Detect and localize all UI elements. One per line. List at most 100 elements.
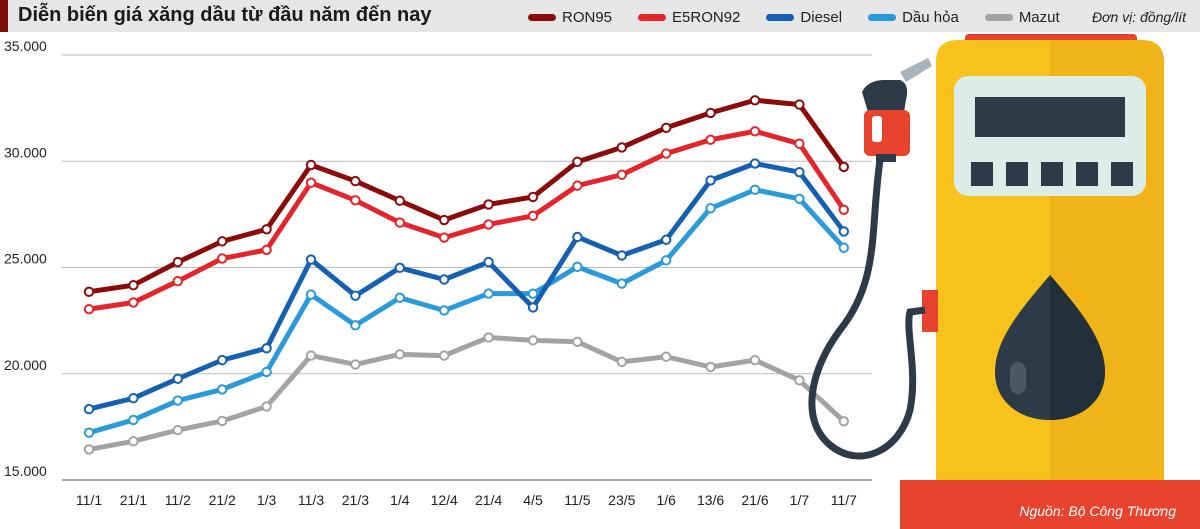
data-point-d-u-h-a: [128, 414, 139, 426]
legend-swatch-ron95: [528, 13, 556, 21]
x-tick-label: 21/3: [342, 492, 369, 508]
series-line-e5ron92: [86, 128, 847, 312]
data-point-diesel: [83, 403, 95, 415]
data-point-d-u-h-a: [483, 288, 494, 299]
data-point-diesel: [794, 166, 805, 178]
data-point-d-u-h-a: [261, 366, 272, 378]
unit-note: Đơn vị: đồng/lít: [1091, 9, 1186, 25]
data-point-ron95: [572, 156, 583, 168]
legend-label-mazut: Mazut: [1018, 8, 1060, 26]
legend-item-dau-hoa: Dầu hỏa: [868, 9, 959, 26]
series-line-mazut: [86, 334, 847, 452]
legend-swatch-diesel: [766, 13, 795, 21]
data-point-mazut: [705, 361, 716, 373]
data-point-diesel: [483, 256, 494, 268]
series-line-d-u-h-a: [86, 187, 847, 436]
data-point-mazut: [616, 356, 627, 368]
data-point-mazut: [794, 375, 805, 386]
source-note: Nguồn: Bộ Công Thương: [1019, 503, 1176, 519]
data-point-d-u-h-a: [305, 289, 317, 300]
data-point-ron95: [128, 279, 139, 291]
data-point-ron95: [705, 107, 716, 119]
data-point-mazut: [527, 335, 539, 346]
x-tick-label: 11/7: [831, 492, 857, 508]
data-point-ron95: [172, 256, 184, 268]
data-point-mazut: [394, 349, 405, 360]
legend-label-ron95: RON95: [562, 8, 613, 26]
data-point-diesel: [305, 254, 317, 265]
data-point-ron95: [616, 142, 627, 153]
legend-swatch-e5ron92: [638, 13, 667, 21]
x-tick-label: 21/1: [120, 492, 147, 508]
data-point-d-u-h-a: [572, 261, 583, 273]
legend-item-mazut: Mazut: [984, 8, 1060, 26]
data-point-diesel: [749, 158, 761, 169]
x-tick-label: 11/1: [76, 492, 102, 508]
data-point-e5ron92: [483, 219, 494, 230]
data-point-ron95: [217, 236, 228, 247]
series-line-diesel: [86, 161, 847, 412]
data-point-ron95: [661, 122, 672, 133]
data-point-mazut: [572, 336, 583, 347]
data-point-d-u-h-a: [705, 203, 716, 214]
data-point-mazut: [439, 350, 450, 361]
data-point-diesel: [527, 302, 539, 313]
y-tick-label: 30.000: [4, 144, 47, 160]
data-point-e5ron92: [838, 204, 849, 215]
x-tick-label: 1/7: [790, 492, 810, 508]
data-point-ron95: [83, 286, 95, 297]
data-point-mazut: [83, 444, 95, 455]
legend-item-ron95: RON95: [528, 9, 612, 26]
data-point-e5ron92: [128, 297, 139, 308]
data-point-mazut: [483, 332, 494, 343]
data-point-ron95: [838, 161, 849, 173]
data-point-e5ron92: [616, 169, 627, 180]
data-point-diesel: [172, 373, 184, 384]
data-point-ron95: [483, 199, 494, 210]
data-point-e5ron92: [794, 138, 805, 149]
data-point-e5ron92: [394, 217, 405, 228]
data-point-mazut: [172, 424, 184, 436]
data-point-ron95: [394, 195, 405, 206]
data-point-d-u-h-a: [217, 384, 228, 395]
x-tick-label: 1/4: [390, 492, 410, 508]
data-point-e5ron92: [305, 177, 317, 188]
data-point-d-u-h-a: [83, 427, 95, 438]
data-point-e5ron92: [217, 253, 228, 264]
y-tick-label: 20.000: [4, 357, 47, 373]
data-point-diesel: [350, 290, 361, 301]
legend-swatch-mazut: [984, 13, 1013, 21]
x-tick-label: 13/6: [697, 492, 724, 508]
data-point-ron95: [261, 224, 272, 235]
data-point-diesel: [128, 392, 139, 404]
data-point-d-u-h-a: [838, 242, 849, 253]
y-tick-label: 15.000: [4, 463, 47, 479]
title-accent: [0, 0, 8, 32]
data-point-e5ron92: [661, 148, 672, 159]
data-point-diesel: [661, 234, 672, 245]
data-point-d-u-h-a: [394, 292, 405, 303]
x-tick-label: 21/4: [475, 492, 502, 508]
data-point-diesel: [217, 354, 228, 366]
data-point-e5ron92: [749, 126, 761, 137]
data-point-ron95: [794, 99, 805, 110]
data-point-d-u-h-a: [661, 255, 672, 266]
data-point-mazut: [128, 436, 139, 447]
legend: RON95 E5RON92 Diesel Dầu hỏa Mazut: [528, 8, 1086, 26]
y-tick-label: 25.000: [4, 251, 47, 267]
data-point-e5ron92: [83, 303, 95, 315]
data-point-d-u-h-a: [172, 395, 184, 406]
data-point-e5ron92: [172, 275, 184, 287]
x-tick-label: 21/6: [741, 492, 768, 508]
legend-label-e5ron92: E5RON92: [672, 8, 741, 26]
data-point-d-u-h-a: [527, 288, 539, 299]
data-point-diesel: [439, 274, 450, 285]
data-point-diesel: [705, 175, 716, 186]
data-point-e5ron92: [439, 232, 450, 243]
y-tick-label: 35.000: [4, 38, 47, 54]
data-point-mazut: [661, 351, 672, 362]
data-point-diesel: [838, 226, 849, 237]
legend-item-e5ron92: E5RON92: [638, 9, 740, 26]
legend-label-diesel: Diesel: [800, 8, 843, 26]
